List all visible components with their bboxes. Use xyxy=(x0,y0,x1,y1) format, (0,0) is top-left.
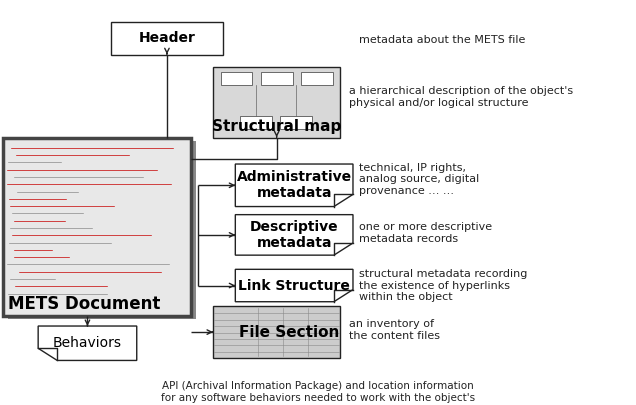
Polygon shape xyxy=(235,269,353,302)
Text: technical, IP rights,
analog source, digital
provenance … …: technical, IP rights, analog source, dig… xyxy=(359,163,480,196)
Text: Descriptive
metadata: Descriptive metadata xyxy=(250,220,338,250)
Text: METS Document: METS Document xyxy=(8,295,161,313)
Bar xyxy=(221,72,252,85)
Bar xyxy=(261,72,293,85)
Text: File Section: File Section xyxy=(239,324,340,340)
Bar xyxy=(301,72,333,85)
Bar xyxy=(213,67,340,138)
Text: an inventory of
the content files: an inventory of the content files xyxy=(349,319,439,341)
Polygon shape xyxy=(235,164,353,207)
Text: Administrative
metadata: Administrative metadata xyxy=(237,170,352,200)
Polygon shape xyxy=(235,215,353,255)
Text: a hierarchical description of the object's
physical and/or logical structure: a hierarchical description of the object… xyxy=(349,86,572,108)
Text: Header: Header xyxy=(139,32,195,45)
Text: Structural map: Structural map xyxy=(212,119,342,134)
Text: metadata about the METS file: metadata about the METS file xyxy=(359,35,526,45)
Bar xyxy=(240,116,272,129)
Bar xyxy=(3,138,191,316)
Bar xyxy=(111,22,223,55)
Text: API (Archival Information Package) and location information
for any software beh: API (Archival Information Package) and l… xyxy=(161,381,475,403)
Bar xyxy=(280,116,312,129)
Text: Behaviors: Behaviors xyxy=(53,336,122,350)
Bar xyxy=(8,141,196,319)
Bar xyxy=(213,306,340,358)
Text: structural metadata recording
the existence of hyperlinks
within the object: structural metadata recording the existe… xyxy=(359,269,528,302)
Text: Link Structure: Link Structure xyxy=(238,279,350,292)
Polygon shape xyxy=(38,326,137,360)
Text: one or more descriptive
metadata records: one or more descriptive metadata records xyxy=(359,222,492,244)
